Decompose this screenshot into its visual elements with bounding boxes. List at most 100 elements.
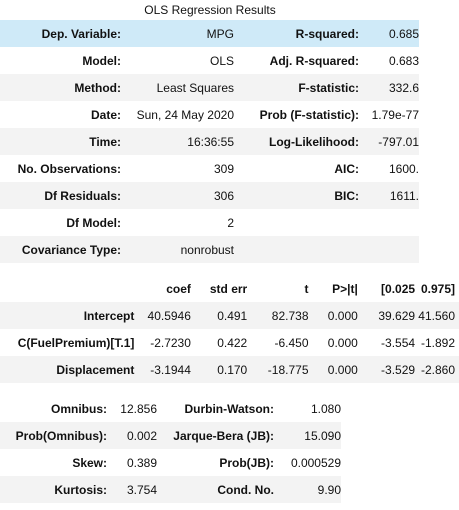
row-value: 0.000529	[290, 455, 341, 470]
table-caption: OLS Regression Results	[144, 3, 276, 17]
table-row: Method: Least Squares F-statistic: 332.6	[0, 74, 419, 101]
row-value: 16:36:55	[121, 128, 234, 155]
table-cell: 39.629	[357, 302, 416, 329]
row-label	[234, 209, 359, 236]
column-header	[0, 275, 134, 302]
table-cell: 82.738	[247, 302, 309, 329]
header-row: coef std err t P>|t| [0.025 0.975]	[0, 275, 459, 302]
row-label: No. Observations:	[17, 161, 121, 176]
row-value: 1611.	[359, 182, 419, 209]
row-label: Prob (F-statistic):	[259, 107, 359, 122]
row-value: 0.685	[359, 20, 419, 47]
row-label: Prob(Omnibus):	[0, 422, 107, 449]
row-label: Time:	[0, 128, 121, 155]
table-cell: 0.000	[308, 302, 358, 329]
table-cell: -6.450	[274, 335, 309, 350]
table-cell: 0.170	[190, 356, 248, 383]
table-cell: -18.775	[247, 356, 309, 383]
table-row: Model: OLS Adj. R-squared: 0.683	[0, 47, 419, 74]
row-label: Model:	[82, 53, 121, 68]
row-value	[359, 236, 419, 263]
table-row: C(FuelPremium)[T.1] -2.7230 0.422 -6.450…	[0, 329, 459, 356]
row-label: AIC:	[334, 161, 359, 176]
table-cell: 0.000	[308, 356, 358, 383]
row-value: 9.90	[274, 476, 341, 503]
row-label: Intercept	[0, 302, 135, 329]
row-value: 0.389	[126, 455, 157, 470]
row-value: 12.856	[120, 401, 157, 416]
row-value: 3.754	[107, 476, 157, 503]
table-cell: -1.892	[420, 335, 455, 350]
diagnostics-table: Omnibus: 12.856 Durbin-Watson: 1.080 Pro…	[0, 395, 341, 503]
row-label: Displacement	[0, 356, 135, 383]
table-row: Displacement -3.1944 0.170 -18.775 0.000…	[0, 356, 459, 383]
table-cell: 41.560	[415, 302, 459, 329]
row-label: Jarque-Bera (JB):	[157, 422, 274, 449]
row-label: Date:	[90, 107, 121, 122]
row-label: BIC:	[234, 182, 359, 209]
table-row: Time: 16:36:55 Log-Likelihood: -797.01	[0, 128, 419, 155]
table-row: Prob(Omnibus): 0.002 Jarque-Bera (JB): 1…	[0, 422, 341, 449]
table-row: Kurtosis: 3.754 Cond. No. 9.90	[0, 476, 341, 503]
table-row: Df Residuals: 306 BIC: 1611.	[0, 182, 419, 209]
row-label: R-squared:	[234, 20, 359, 47]
row-label: Cond. No.	[157, 476, 274, 503]
table-row: Omnibus: 12.856 Durbin-Watson: 1.080	[0, 395, 341, 422]
row-label: Prob(JB):	[219, 455, 274, 470]
column-header: std err	[209, 281, 248, 296]
row-value: nonrobust	[121, 236, 234, 263]
table-row: Intercept 40.5946 0.491 82.738 0.000 39.…	[0, 302, 459, 329]
row-value: 332.6	[359, 74, 419, 101]
row-label: F-statistic:	[234, 74, 359, 101]
table-row: Df Model: 2	[0, 209, 419, 236]
row-label: Skew:	[72, 455, 107, 470]
row-value: 1.79e-77	[371, 107, 419, 122]
row-label: Log-Likelihood:	[234, 128, 359, 155]
column-header: t	[304, 281, 309, 296]
column-header: 0.975]	[420, 281, 455, 296]
table-cell: -2.860	[415, 356, 459, 383]
table-row: Covariance Type: nonrobust	[0, 236, 419, 263]
table-cell: 0.491	[190, 302, 248, 329]
row-value: 0.683	[388, 53, 419, 68]
row-label: Omnibus:	[51, 401, 107, 416]
table-cell: -3.1944	[134, 356, 191, 383]
row-value: -797.01	[359, 128, 419, 155]
row-label: Adj. R-squared:	[269, 53, 359, 68]
column-header: P>|t|	[332, 281, 358, 296]
row-label: Kurtosis:	[0, 476, 107, 503]
table-cell: -2.7230	[150, 335, 191, 350]
row-label: Dep. Variable:	[0, 20, 121, 47]
row-value: MPG	[121, 20, 234, 47]
row-value: Least Squares	[121, 74, 234, 101]
row-value: 1.080	[310, 401, 341, 416]
table-cell: -3.529	[357, 356, 416, 383]
table-row: Skew: 0.389 Prob(JB): 0.000529	[0, 449, 341, 476]
row-value: 2	[227, 215, 234, 230]
row-label: Covariance Type:	[0, 236, 121, 263]
row-label: Method:	[0, 74, 121, 101]
table-row: Dep. Variable: MPG R-squared: 0.685	[0, 20, 419, 47]
row-value: 15.090	[274, 422, 341, 449]
coefficient-table: coef std err t P>|t| [0.025 0.975] Inter…	[0, 275, 459, 383]
row-value	[359, 209, 419, 236]
table-row: Date: Sun, 24 May 2020 Prob (F-statistic…	[0, 101, 419, 128]
row-value: 309	[213, 161, 234, 176]
table-cell: 0.422	[217, 335, 248, 350]
row-label: C(FuelPremium)[T.1]	[17, 335, 135, 350]
row-value: OLS	[209, 53, 234, 68]
table-cell: 40.5946	[134, 302, 191, 329]
column-header: coef	[166, 281, 191, 296]
row-label: Durbin-Watson:	[184, 401, 274, 416]
row-label	[234, 236, 359, 263]
row-value: 0.002	[107, 422, 157, 449]
table-cell: 0.000	[327, 335, 358, 350]
row-value: 306	[121, 182, 234, 209]
row-value: Sun, 24 May 2020	[136, 107, 234, 122]
table-row: No. Observations: 309 AIC: 1600.	[0, 155, 419, 182]
row-label: Df Residuals:	[0, 182, 121, 209]
model-summary-table: Dep. Variable: MPG R-squared: 0.685 Mode…	[0, 20, 419, 263]
column-header: [0.025	[381, 281, 416, 296]
table-cell: -3.554	[381, 335, 416, 350]
